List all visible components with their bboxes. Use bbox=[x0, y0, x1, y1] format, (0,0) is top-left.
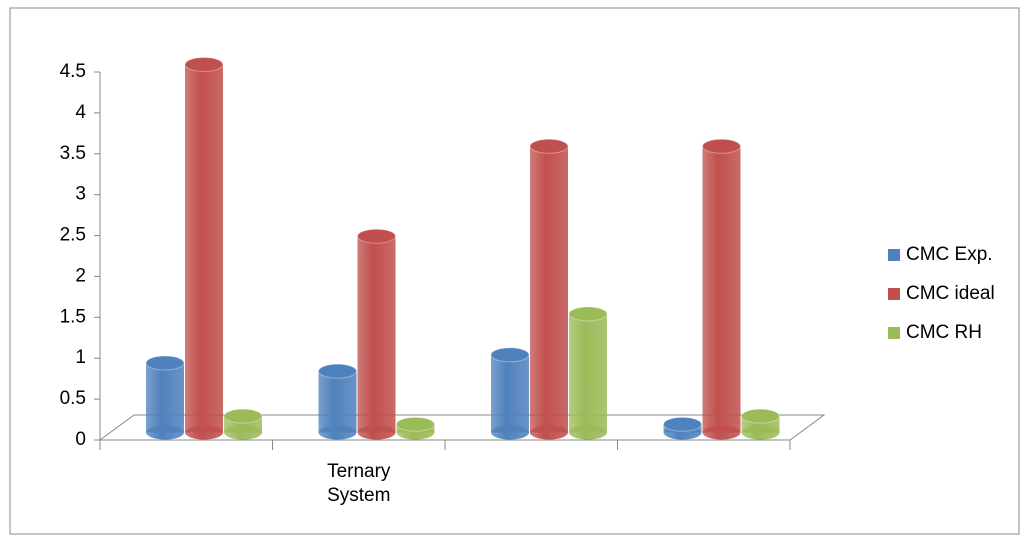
bar-top bbox=[145, 355, 185, 371]
bar bbox=[318, 363, 357, 440]
legend-label: CMC ideal bbox=[906, 283, 995, 304]
y-tick-label: 0 bbox=[75, 429, 86, 450]
bar-body bbox=[491, 354, 529, 433]
bar bbox=[396, 416, 435, 440]
legend-label: CMC Exp. bbox=[906, 244, 993, 265]
bar-top bbox=[741, 408, 780, 424]
bar-body bbox=[569, 313, 607, 433]
bar-body bbox=[318, 371, 357, 433]
legend-swatch bbox=[888, 249, 900, 261]
bar-body bbox=[146, 362, 184, 433]
bar-top bbox=[490, 347, 530, 363]
y-tick-label: 4 bbox=[75, 102, 86, 123]
bar bbox=[490, 347, 530, 440]
legend-label: CMC RH bbox=[906, 322, 982, 343]
bar bbox=[357, 228, 396, 440]
y-tick-label: 4.5 bbox=[60, 61, 86, 82]
y-tick-label: 1.5 bbox=[60, 306, 86, 327]
y-tick-label: 3 bbox=[75, 184, 86, 205]
x-tick-label: Ternary System bbox=[327, 461, 391, 506]
bar-top bbox=[663, 416, 702, 432]
bar bbox=[529, 138, 569, 440]
bar-body bbox=[530, 146, 568, 433]
bar bbox=[145, 355, 185, 440]
bar-top bbox=[223, 408, 263, 424]
bar-top bbox=[529, 138, 569, 154]
y-tick-label: 3.5 bbox=[60, 143, 86, 164]
bar bbox=[568, 306, 608, 440]
legend-swatch bbox=[888, 288, 900, 300]
bar bbox=[741, 408, 780, 440]
bar bbox=[702, 138, 741, 440]
floor bbox=[98, 414, 826, 441]
bar-top bbox=[318, 363, 357, 379]
bar bbox=[663, 416, 702, 440]
chart-frame bbox=[9, 7, 1020, 535]
bar-top bbox=[184, 57, 224, 72]
bar bbox=[184, 57, 224, 440]
bar-top bbox=[702, 138, 741, 154]
y-tick-label: 1 bbox=[75, 347, 86, 368]
bar-top bbox=[357, 228, 396, 244]
legend-swatch bbox=[888, 327, 900, 339]
bar-top bbox=[396, 416, 435, 432]
y-tick-label: 0.5 bbox=[60, 388, 86, 409]
y-tick-label: 2.5 bbox=[60, 225, 86, 246]
bar-top bbox=[568, 306, 608, 322]
bar-body bbox=[185, 64, 223, 433]
bar-body bbox=[357, 236, 396, 433]
y-tick-label: 2 bbox=[75, 265, 86, 286]
bar bbox=[223, 408, 263, 440]
bar-body bbox=[702, 146, 741, 433]
